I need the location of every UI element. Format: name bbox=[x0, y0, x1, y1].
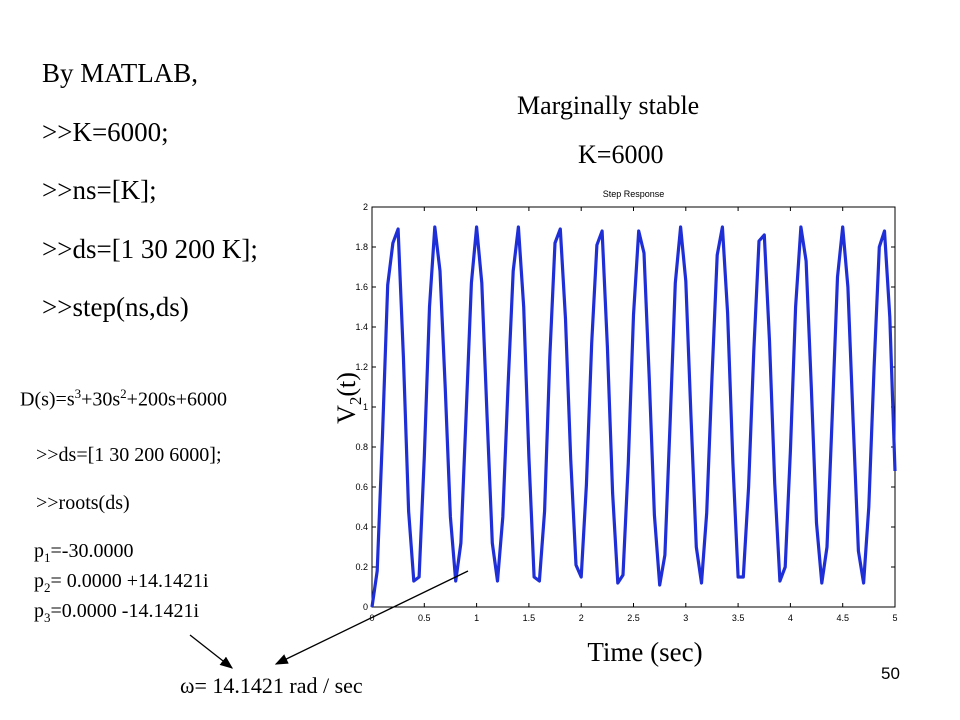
root-p2-index: 2 bbox=[44, 580, 51, 595]
x-tick-label: 1.5 bbox=[523, 613, 536, 623]
root-p3: p3=0.0000 -14.1421i bbox=[34, 600, 199, 626]
root-p3-index: 3 bbox=[44, 610, 51, 625]
code-line-k: >>K=6000; bbox=[42, 117, 169, 147]
root-p1-index: 1 bbox=[44, 550, 51, 565]
y-tick-label: 0.8 bbox=[355, 442, 368, 452]
omega-symbol: ω bbox=[180, 673, 195, 698]
y-tick-label: 0 bbox=[363, 602, 368, 612]
x-tick-label: 2.5 bbox=[627, 613, 640, 623]
x-tick-label: 3.5 bbox=[732, 613, 745, 623]
root-p2-value: = 0.0000 +14.1421i bbox=[50, 570, 209, 592]
marginally-stable-label: Marginally stable bbox=[517, 91, 700, 120]
arrow-from-p3 bbox=[189, 634, 234, 669]
y-tick-label: 1.4 bbox=[355, 322, 368, 332]
x-tick-label: 1 bbox=[474, 613, 479, 623]
x-tick-label: 4.5 bbox=[836, 613, 849, 623]
y-tick-label: 1.6 bbox=[355, 282, 368, 292]
root-p3-symbol: p bbox=[34, 600, 44, 622]
code-line-ns: >>ns=[K]; bbox=[42, 175, 157, 205]
y-tick-label: 2 bbox=[363, 202, 368, 212]
root-p1-symbol: p bbox=[34, 540, 44, 562]
chart-title: Step Response bbox=[603, 189, 665, 199]
root-p2-symbol: p bbox=[34, 570, 44, 592]
root-p1: p1=-30.0000 bbox=[34, 540, 133, 566]
step-response-line bbox=[370, 225, 897, 608]
poly-exp-3: 3 bbox=[74, 386, 82, 401]
x-tick-label: 5 bbox=[892, 613, 897, 623]
y-tick-label: 1 bbox=[363, 402, 368, 412]
x-axis-label: Time (sec) bbox=[587, 637, 702, 667]
x-tick-label: 2 bbox=[579, 613, 584, 623]
x-tick-label: 4 bbox=[788, 613, 793, 623]
y-tick-label: 1.8 bbox=[355, 242, 368, 252]
omega-result: ω= 14.1421 rad / sec bbox=[180, 673, 363, 699]
root-p1-value: =-30.0000 bbox=[50, 540, 134, 562]
arrow-from-plot bbox=[274, 570, 469, 665]
poly-suffix: +200s+6000 bbox=[126, 388, 228, 411]
k-value-label: K=6000 bbox=[578, 140, 664, 169]
characteristic-polynomial: D(s)=s3+30s2+200s+6000 bbox=[20, 386, 227, 412]
x-tick-label: 0.5 bbox=[418, 613, 431, 623]
x-tick-label: 3 bbox=[683, 613, 688, 623]
poly-mid: +30s bbox=[81, 388, 121, 411]
poly-exp-2: 2 bbox=[120, 386, 127, 401]
code-line-ds: >>ds=[1 30 200 K]; bbox=[42, 234, 258, 264]
y-tick-label: 1.2 bbox=[355, 362, 368, 372]
y-axis-label-sub: 2 bbox=[346, 397, 365, 406]
y-axis-label-tail: (t) bbox=[332, 372, 361, 397]
roots-call-line: >>roots(ds) bbox=[36, 492, 130, 514]
y-tick-label: 0.4 bbox=[355, 522, 368, 532]
y-axis-label-main: V bbox=[332, 405, 361, 424]
matlab-heading: By MATLAB, bbox=[42, 58, 199, 88]
root-p3-value: =0.0000 -14.1421i bbox=[50, 600, 200, 622]
page-number: 50 bbox=[881, 664, 900, 683]
root-p2: p2= 0.0000 +14.1421i bbox=[34, 570, 209, 596]
y-tick-label: 0.6 bbox=[355, 482, 368, 492]
plot-frame bbox=[371, 206, 896, 608]
omega-value: = 14.1421 rad / sec bbox=[194, 673, 363, 698]
y-axis-label: V2(t) bbox=[332, 372, 365, 424]
poly-prefix: D(s)=s bbox=[20, 388, 75, 411]
y-tick-label: 0.2 bbox=[355, 562, 368, 572]
roots-ds-line: >>ds=[1 30 200 6000]; bbox=[36, 444, 222, 466]
code-line-step: >>step(ns,ds) bbox=[42, 292, 189, 322]
